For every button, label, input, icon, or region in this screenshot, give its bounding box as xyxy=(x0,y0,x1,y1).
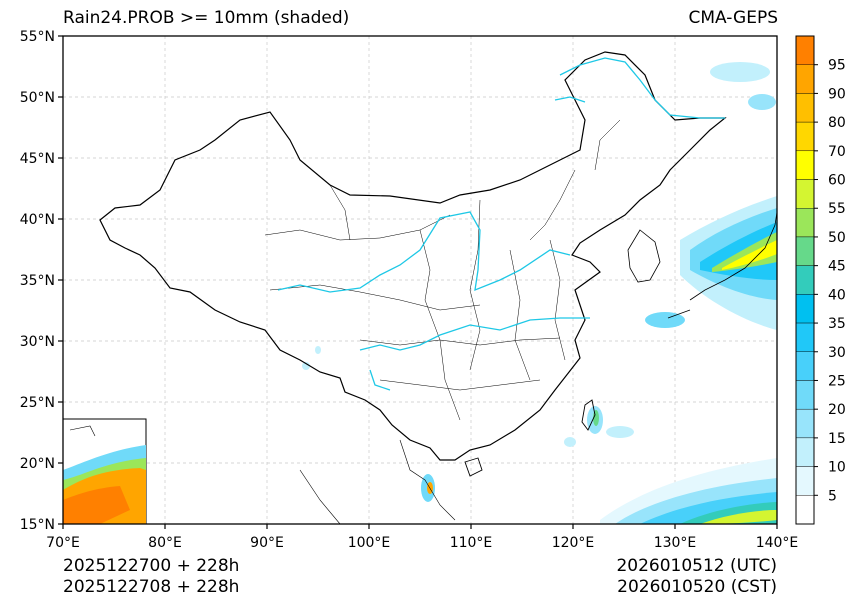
indochina-coast xyxy=(299,439,456,524)
province-boundaries xyxy=(264,119,621,421)
lon-label: 70°E xyxy=(46,535,80,551)
lon-label: 130°E xyxy=(654,535,697,551)
colorbar-label: 55 xyxy=(828,201,846,217)
colorbar-swatch xyxy=(795,93,815,123)
colorbar-label: 95 xyxy=(828,58,846,74)
lat-label: 20°N xyxy=(20,456,55,472)
probability-shading-patches xyxy=(302,62,776,502)
rivers xyxy=(277,57,725,391)
lon-label: 110°E xyxy=(450,535,493,551)
colorbar-swatch xyxy=(795,495,815,525)
colorbar-swatch xyxy=(795,408,815,439)
lat-label: 30°N xyxy=(20,334,55,350)
colorbar-label: 90 xyxy=(828,86,846,102)
colorbar-swatch xyxy=(795,64,815,94)
colorbar-label: 50 xyxy=(828,230,846,246)
valid-time-cst: 2026010520 (CST) xyxy=(617,577,777,597)
latitude-axis: 55°N 50°N 45°N 40°N 35°N 30°N 25°N 20°N 15°N xyxy=(20,29,63,533)
colorbar-swatch xyxy=(795,322,815,352)
lat-label: 35°N xyxy=(20,273,55,289)
japan-coast xyxy=(667,211,777,319)
model-name: CMA-GEPS xyxy=(688,8,778,28)
colorbar-label: 70 xyxy=(828,144,846,160)
lon-label: 90°E xyxy=(250,535,284,551)
colorbar-label: 5 xyxy=(828,488,837,504)
colorbar-swatch xyxy=(795,351,815,381)
lat-label: 25°N xyxy=(20,395,55,411)
colorbar-label: 45 xyxy=(828,259,846,275)
init-time-utc: 2025122700 + 228h xyxy=(63,556,240,576)
inset-map xyxy=(62,418,147,525)
lat-label: 15°N xyxy=(20,517,55,533)
colorbar-label: 15 xyxy=(828,431,846,447)
lon-label: 120°E xyxy=(552,535,595,551)
colorbar-swatch xyxy=(795,236,815,266)
colorbar-label: 40 xyxy=(828,287,846,303)
china-boundary xyxy=(99,51,727,461)
colorbar-swatch xyxy=(795,265,815,295)
init-time-cst: 2025122708 + 228h xyxy=(63,577,240,597)
colorbar-label: 20 xyxy=(828,402,846,418)
colorbar: 95 90 80 70 60 55 50 45 40 35 30 25 20 15 10 5 xyxy=(795,35,846,525)
lon-label: 100°E xyxy=(348,535,391,551)
colorbar-swatch xyxy=(795,208,815,238)
colorbar-label: 10 xyxy=(828,460,846,476)
colorbar-swatch xyxy=(795,437,815,467)
colorbar-label: 60 xyxy=(828,173,846,189)
korea-coast xyxy=(627,229,661,283)
colorbar-swatch xyxy=(795,121,815,152)
colorbar-swatch xyxy=(795,150,815,180)
probability-shading-japan xyxy=(680,196,777,330)
map-title: Rain24.PROB >= 10mm (shaded) xyxy=(63,8,350,28)
valid-time-utc: 2026010512 (UTC) xyxy=(616,556,777,576)
colorbar-swatch xyxy=(795,179,815,209)
lon-label: 140°E xyxy=(756,535,799,551)
colorbar-swatch xyxy=(795,466,815,496)
lat-label: 55°N xyxy=(20,29,55,45)
taiwan-coast xyxy=(581,399,596,431)
colorbar-label: 35 xyxy=(828,316,846,332)
hainan-coast xyxy=(464,457,483,477)
lon-label: 80°E xyxy=(148,535,182,551)
colorbar-swatch xyxy=(795,294,815,324)
colorbar-swatch xyxy=(795,35,815,65)
graticule xyxy=(63,36,777,524)
colorbar-label: 30 xyxy=(828,345,846,361)
lat-label: 40°N xyxy=(20,212,55,228)
probability-shading-pacific xyxy=(600,458,777,524)
colorbar-label: 25 xyxy=(828,373,846,389)
colorbar-label: 80 xyxy=(828,115,846,131)
lat-label: 45°N xyxy=(20,151,55,167)
colorbar-swatch xyxy=(795,380,815,410)
longitude-axis: 70°E 80°E 90°E 100°E 110°E 120°E 130°E 140°E xyxy=(46,524,798,551)
lat-label: 50°N xyxy=(20,90,55,106)
